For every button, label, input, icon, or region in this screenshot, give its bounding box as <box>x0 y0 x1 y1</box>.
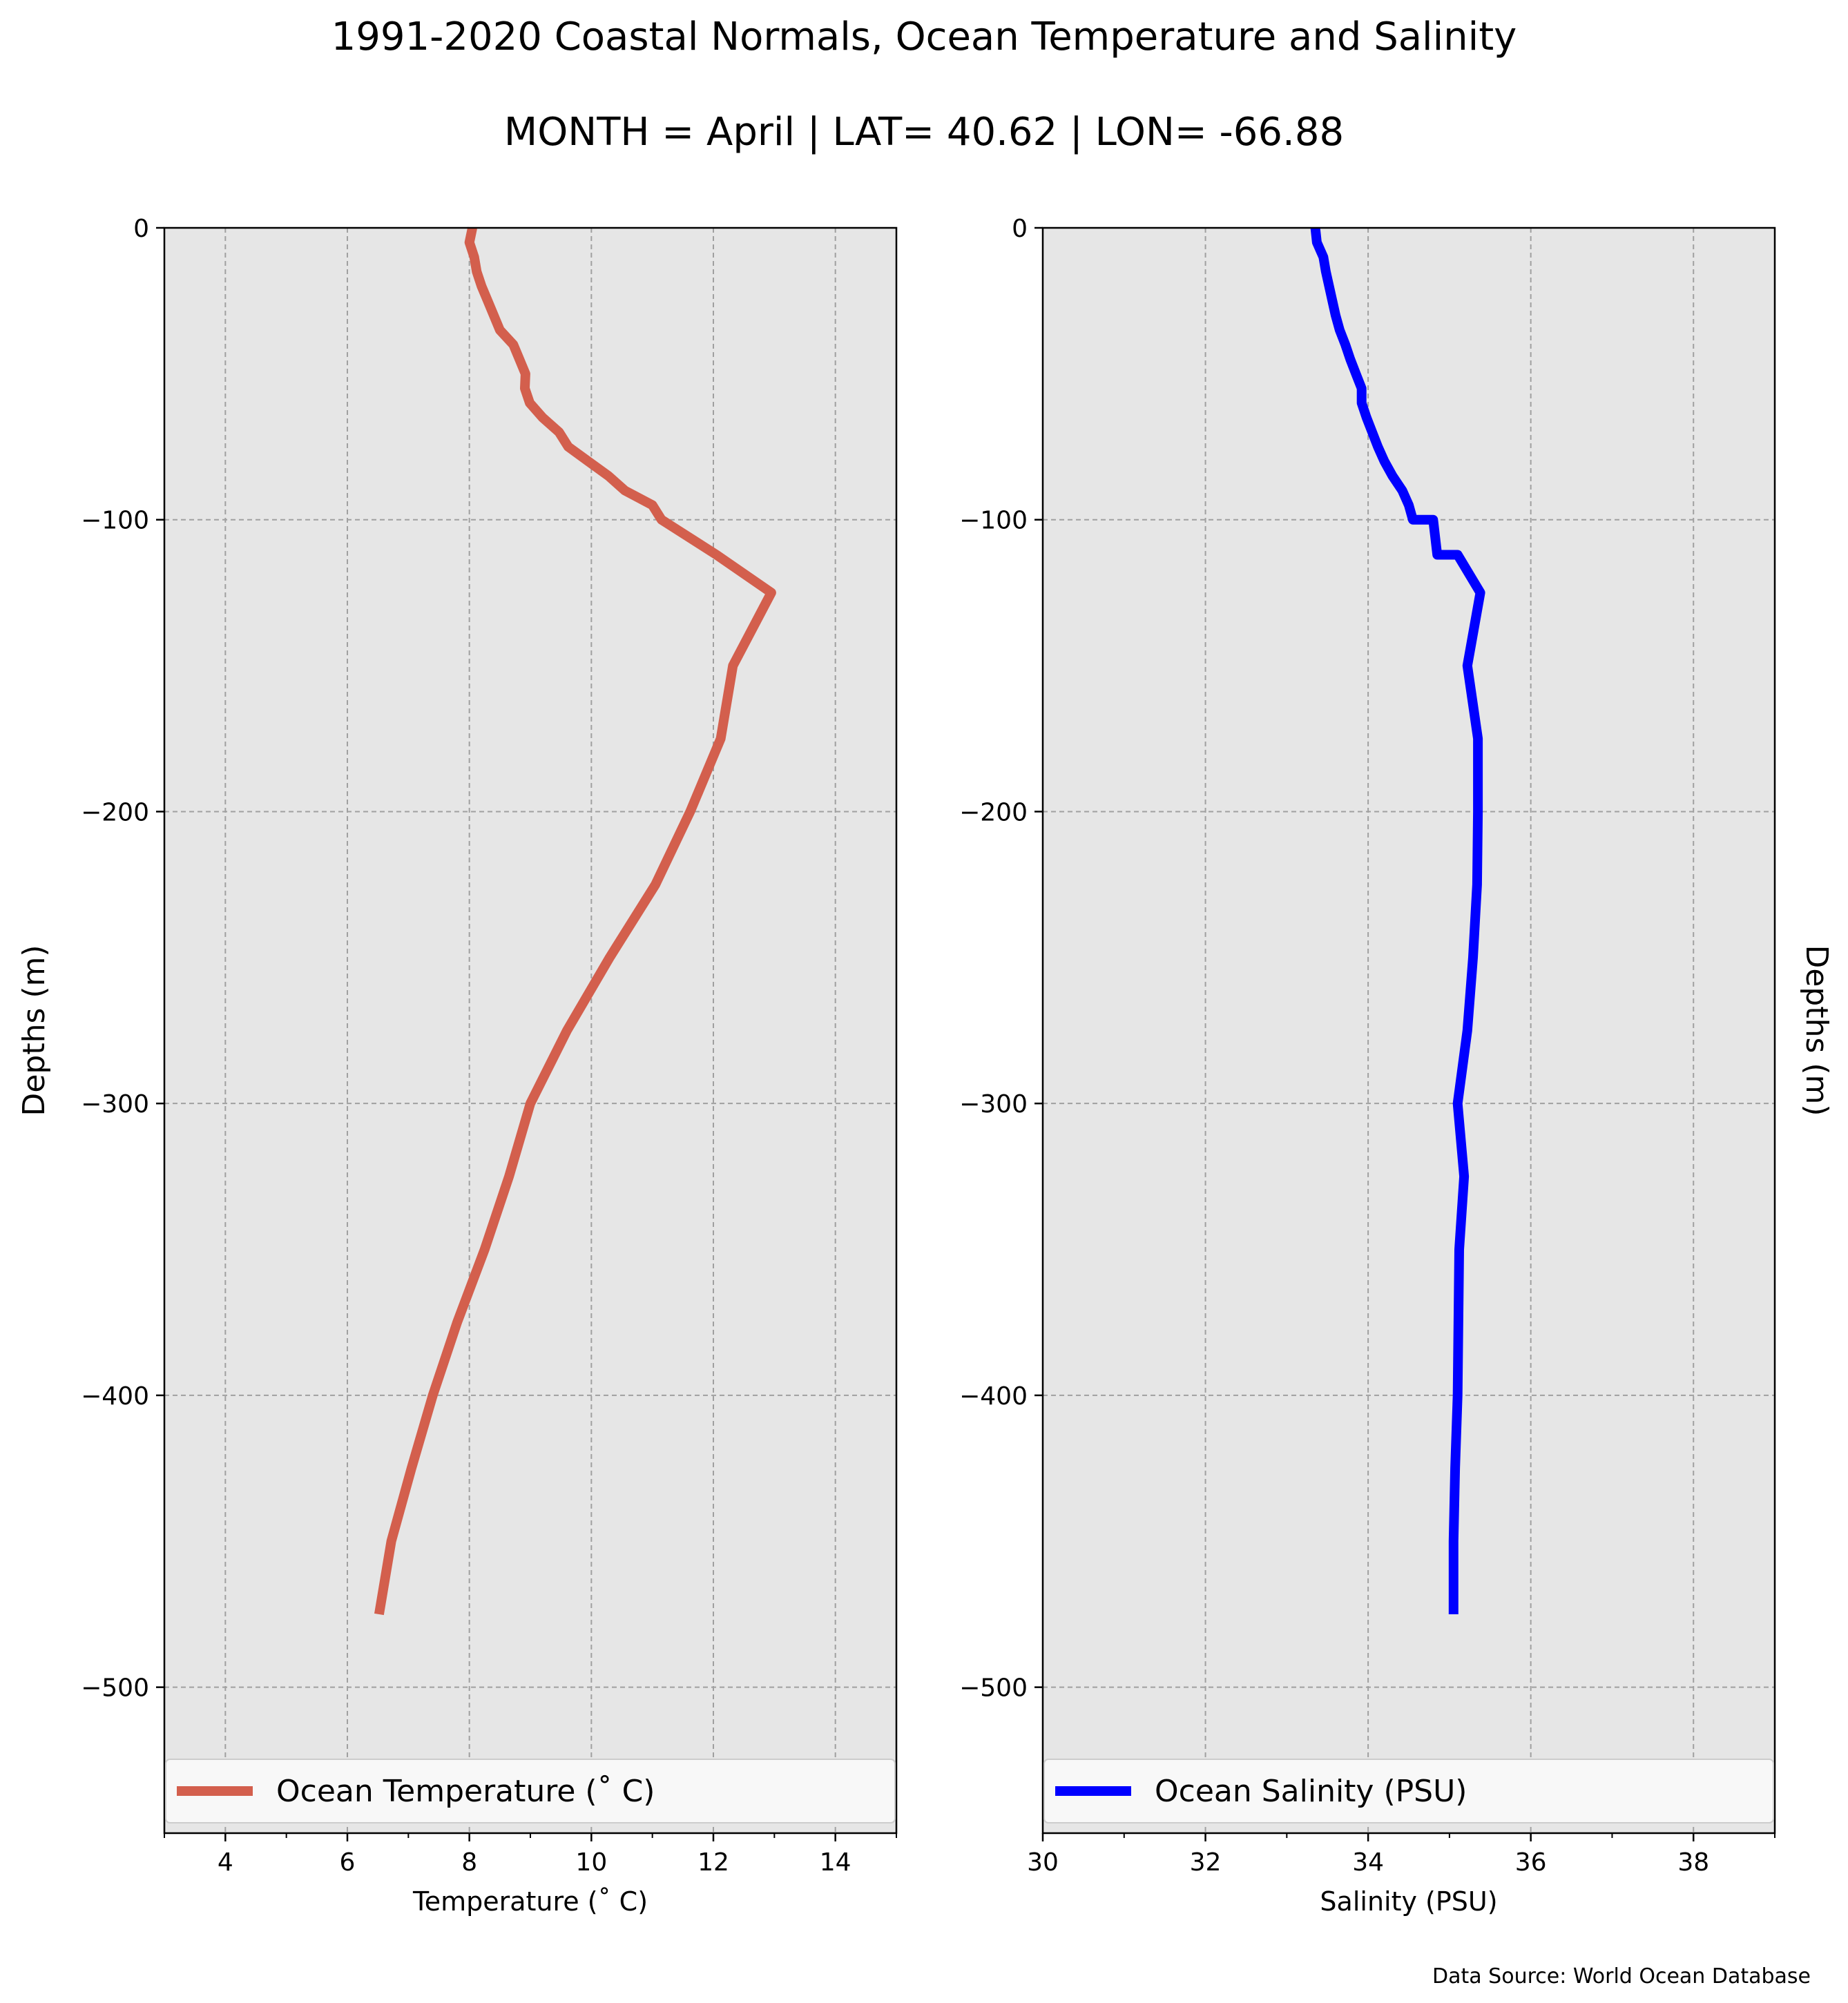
chart-subtitle: MONTH = April | LAT= 40.62 | LON= -66.88 <box>504 110 1344 155</box>
x-axis-label: Salinity (PSU) <box>1320 1886 1497 1917</box>
y-tick-label: −400 <box>959 1382 1028 1411</box>
x-tick-label: 4 <box>218 1848 233 1877</box>
y-tick-label: −300 <box>959 1090 1028 1119</box>
plot-area <box>164 228 896 1833</box>
x-tick-label: 36 <box>1515 1848 1547 1877</box>
plot-area <box>1043 228 1775 1833</box>
x-tick-label: 8 <box>461 1848 477 1877</box>
legend-box <box>165 1759 896 1823</box>
legend: Ocean Salinity (PSU) <box>1043 1759 1774 1823</box>
legend-label: Ocean Temperature (˚ C) <box>276 1774 655 1809</box>
y-tick-label: 0 <box>1012 215 1028 243</box>
x-axis-label: Temperature (˚ C) <box>412 1886 648 1917</box>
y-tick-label: −300 <box>81 1090 149 1119</box>
legend-label: Ocean Salinity (PSU) <box>1155 1774 1467 1809</box>
axes-frame <box>1041 226 1776 1835</box>
x-tick-label: 12 <box>697 1848 729 1877</box>
temperature-panel: 4 6 8 10 12 14 0 −100 −200 −300 −400 −500 Temperatur… <box>17 215 898 1917</box>
x-tick-label: 10 <box>575 1848 607 1877</box>
chart-title: 1991-2020 Coastal Normals, Ocean Tempera… <box>331 14 1517 59</box>
x-tick-label: 30 <box>1027 1848 1059 1877</box>
y-tick-label: −100 <box>81 507 149 535</box>
series-line <box>374 226 776 1616</box>
legend: Ocean Temperature (˚ C) <box>165 1759 896 1823</box>
y-tick-label: −200 <box>81 798 149 826</box>
y-tick-label: −500 <box>81 1674 149 1703</box>
salinity-panel: 30 32 34 36 38 0 −100 −200 −300 −400 −500 Salinity … <box>959 215 1834 1917</box>
series-line <box>1310 227 1485 1614</box>
x-tick-label: 38 <box>1677 1848 1709 1877</box>
y-tick-label: −400 <box>81 1382 149 1411</box>
y-tick-label: −500 <box>959 1674 1028 1703</box>
y-axis-label: Depths (m) <box>17 945 52 1116</box>
x-tick-label: 14 <box>820 1848 851 1877</box>
x-tick-label: 34 <box>1352 1848 1384 1877</box>
data-source-note: Data Source: World Ocean Database <box>1432 1964 1811 1989</box>
y-tick-label: −200 <box>959 798 1028 826</box>
y-axis-label: Depths (m) <box>1799 945 1834 1116</box>
legend-box <box>1043 1759 1774 1823</box>
y-tick-label: 0 <box>133 215 149 243</box>
y-tick-label: −100 <box>959 507 1028 535</box>
x-tick-label: 6 <box>340 1848 356 1877</box>
x-tick-label: 32 <box>1190 1848 1222 1877</box>
